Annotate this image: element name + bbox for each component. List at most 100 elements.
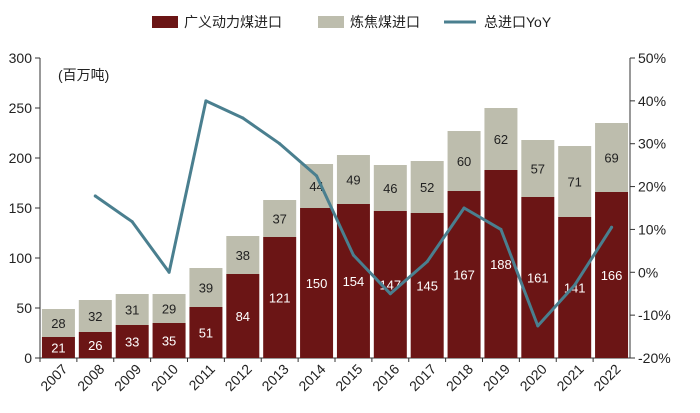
bar-thermal-coal	[41, 337, 75, 358]
bar-label-coking-coal: 71	[567, 175, 581, 190]
bar-labels: 2128263233313529513984381213715044154491…	[51, 132, 622, 356]
x-tick-labels: 2007 2008 2009 2010 2011 2012 2013 2014 2015 2016…	[37, 361, 624, 394]
bar-thermal-coal	[484, 170, 518, 358]
y-left-tick-label: 50	[16, 300, 32, 316]
bar-label-thermal-coal: 84	[236, 309, 250, 324]
bar-label-thermal-coal: 161	[527, 271, 549, 286]
bar-label-coking-coal: 52	[420, 180, 434, 195]
yoy-point	[278, 142, 282, 146]
bar-coking-coal	[484, 108, 518, 170]
bar-label-thermal-coal: 145	[416, 279, 438, 294]
yoy-point	[573, 283, 577, 287]
yoy-point	[536, 324, 540, 328]
y-left-tick-label: 150	[9, 200, 33, 216]
x-tick-label: 2009	[111, 361, 144, 394]
bar-thermal-coal	[226, 274, 260, 358]
x-tick-label: 2007	[37, 361, 70, 394]
legend-swatch-coking-coal	[318, 16, 344, 28]
yoy-point	[499, 227, 503, 231]
bar-coking-coal	[410, 161, 444, 213]
y-right-tick-label: 20%	[638, 179, 666, 195]
y-right-tick-label: 50%	[638, 50, 666, 66]
bars	[41, 108, 629, 358]
x-tick-label: 2015	[332, 361, 365, 394]
legend: 广义动力煤进口 炼焦煤进口 总进口YoY	[152, 14, 552, 30]
bar-label-thermal-coal: 26	[88, 338, 102, 353]
bar-label-coking-coal: 69	[604, 151, 618, 166]
yoy-point	[130, 220, 134, 224]
y-right-tick-label: 40%	[638, 93, 666, 109]
bar-label-coking-coal: 31	[125, 303, 139, 318]
bar-thermal-coal	[152, 323, 186, 358]
bar-label-thermal-coal: 51	[199, 326, 213, 341]
yoy-point	[351, 253, 355, 257]
y-right-tick-label: 10%	[638, 221, 666, 237]
bar-thermal-coal	[189, 307, 223, 358]
bar-label-coking-coal: 28	[51, 316, 65, 331]
y-right-tick-label: -20%	[638, 350, 671, 366]
legend-label-coking-coal: 炼焦煤进口	[350, 14, 420, 30]
yoy-point	[315, 174, 319, 178]
x-tick-label: 2016	[369, 361, 402, 394]
bar-label-coking-coal: 39	[199, 281, 213, 296]
x-tick-label: 2020	[517, 361, 550, 394]
bar-coking-coal	[226, 236, 260, 274]
bar-thermal-coal	[263, 237, 297, 358]
bar-label-coking-coal: 49	[346, 173, 360, 188]
bar-thermal-coal	[595, 192, 629, 358]
bar-coking-coal	[336, 155, 370, 204]
x-tick-label: 2012	[222, 361, 255, 394]
yoy-line-group	[93, 99, 614, 328]
bar-label-coking-coal: 46	[383, 181, 397, 196]
y-left-tick-label: 200	[9, 150, 33, 166]
x-tick-label: 2014	[295, 361, 328, 394]
x-tick-label: 2008	[74, 361, 107, 394]
bar-coking-coal	[152, 294, 186, 323]
yoy-point	[610, 225, 614, 229]
bar-coking-coal	[41, 309, 75, 337]
bar-label-coking-coal: 37	[272, 212, 286, 227]
x-tick-label: 2011	[185, 361, 218, 394]
legend-label-thermal-coal: 广义动力煤进口	[184, 14, 282, 30]
y-right-tick-label: 0%	[638, 264, 658, 280]
x-tick-label: 2013	[258, 361, 291, 394]
x-tick-label: 2010	[148, 361, 181, 394]
bar-thermal-coal	[447, 191, 481, 358]
bar-label-thermal-coal: 33	[125, 335, 139, 350]
legend-swatch-thermal-coal	[152, 16, 178, 28]
x-tick-label: 2021	[553, 361, 586, 394]
bar-label-thermal-coal: 167	[453, 268, 475, 283]
bar-label-thermal-coal: 150	[306, 276, 328, 291]
bar-thermal-coal	[78, 332, 112, 358]
axes: 0 50 100 150 200 250 300 -20% -10% 0% 10% 20% 30% 40%…	[9, 50, 671, 366]
x-tick-label: 2022	[590, 361, 623, 394]
bar-label-coking-coal: 57	[531, 162, 545, 177]
bar-label-coking-coal: 60	[457, 154, 471, 169]
y-right-tick-label: 30%	[638, 136, 666, 152]
unit-label: (百万吨)	[58, 67, 109, 83]
y-left-tick-label: 100	[9, 250, 33, 266]
bar-label-coking-coal: 38	[236, 248, 250, 263]
bar-label-thermal-coal: 121	[269, 291, 291, 306]
bar-coking-coal	[521, 140, 555, 197]
bar-coking-coal	[595, 123, 629, 192]
bar-label-coking-coal: 32	[88, 309, 102, 324]
legend-label-yoy: 总进口YoY	[484, 14, 552, 30]
bar-coking-coal	[189, 268, 223, 307]
bar-coking-coal	[115, 294, 149, 325]
y-left-tick-label: 300	[9, 50, 33, 66]
bar-thermal-coal	[521, 197, 555, 358]
bar-thermal-coal	[115, 325, 149, 358]
bar-coking-coal	[78, 300, 112, 332]
bar-coking-coal	[263, 200, 297, 237]
y-left-tick-label: 250	[9, 100, 33, 116]
bar-coking-coal	[558, 146, 592, 217]
yoy-point	[167, 270, 171, 274]
bar-label-thermal-coal: 154	[343, 274, 365, 289]
y-right-tick-label: -10%	[638, 307, 671, 323]
bar-coking-coal	[373, 165, 407, 211]
bar-label-thermal-coal: 35	[162, 334, 176, 349]
bar-thermal-coal	[410, 213, 444, 358]
yoy-point	[388, 292, 392, 296]
